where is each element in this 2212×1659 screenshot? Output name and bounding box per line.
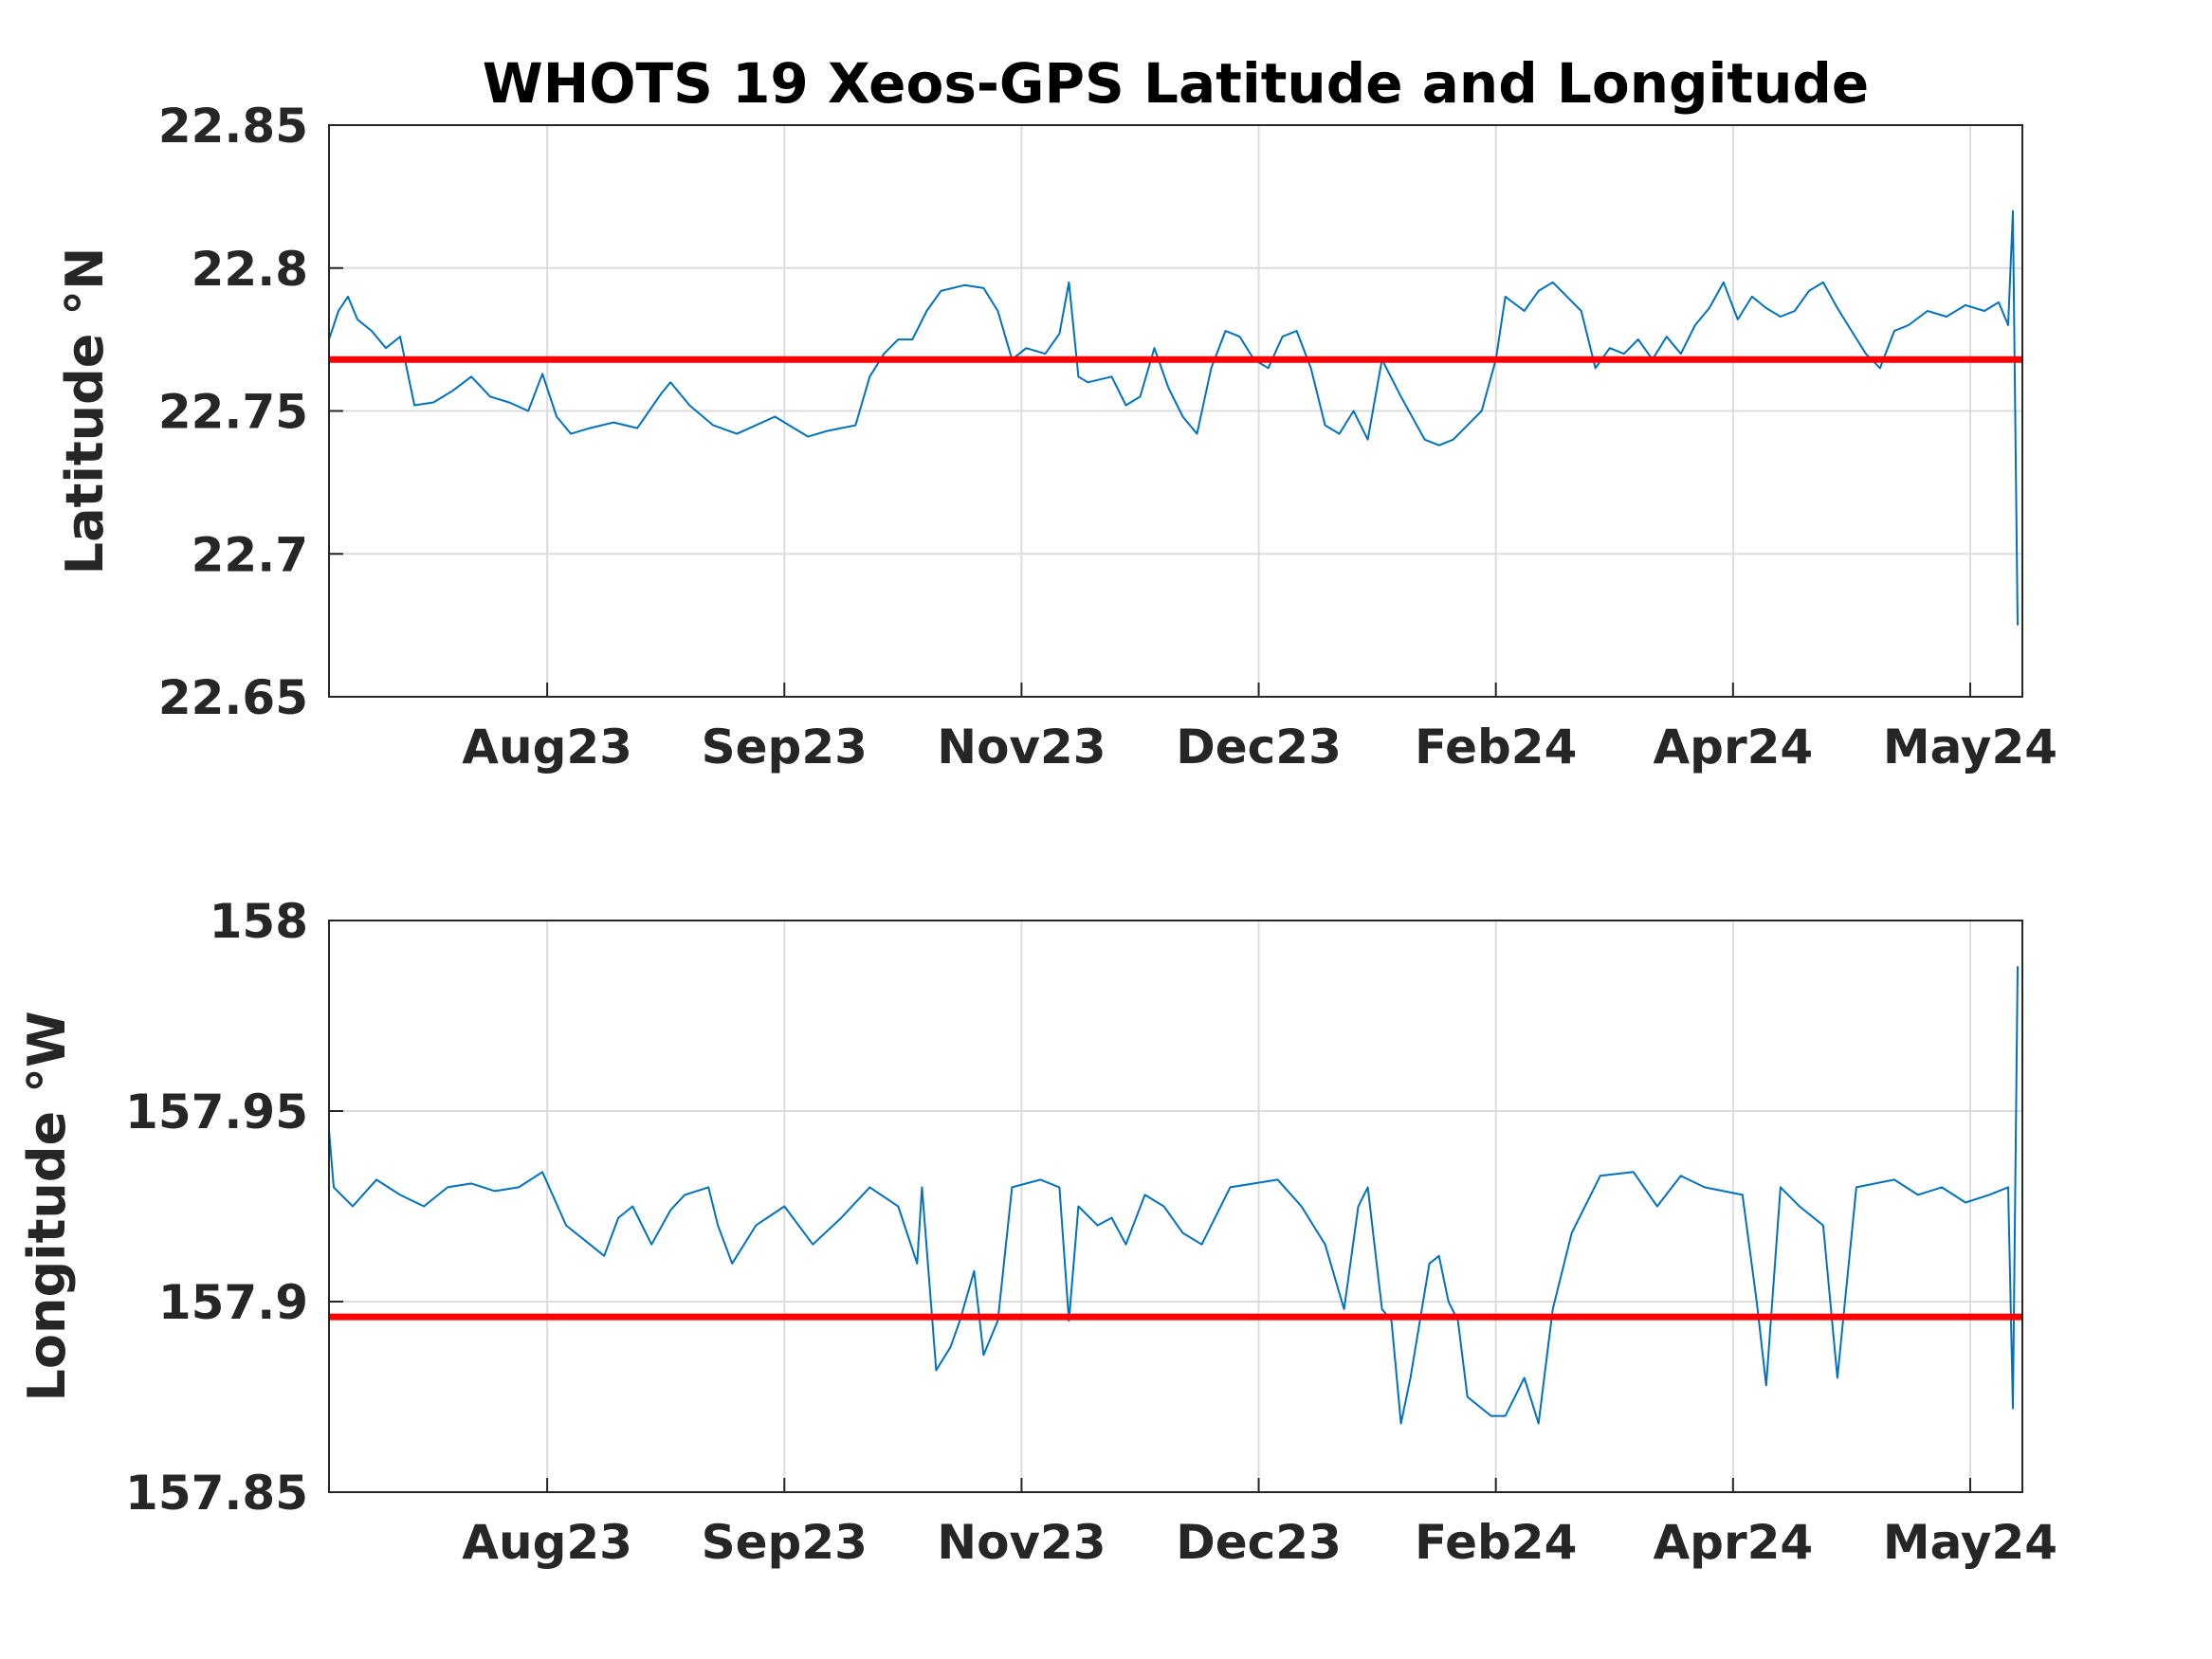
x-tick-label: May24 xyxy=(1883,720,2057,775)
y-tick-label: 157.9 xyxy=(158,1275,308,1330)
data-line xyxy=(328,966,2019,1425)
x-tick-label: Aug23 xyxy=(462,1515,632,1570)
y-tick-label: 22.75 xyxy=(158,385,308,440)
x-tick-label: Apr24 xyxy=(1653,1515,1813,1570)
x-tick-label: Nov23 xyxy=(937,720,1106,775)
y-tick-label: 22.65 xyxy=(158,670,308,725)
x-tick-label: Dec23 xyxy=(1176,1515,1342,1570)
y-tick-label: 157.95 xyxy=(125,1085,308,1139)
axes-box xyxy=(328,920,2023,1493)
x-tick-label: Nov23 xyxy=(937,1515,1106,1570)
plot-area xyxy=(329,921,2022,1492)
x-tick-label: Sep23 xyxy=(702,1515,868,1570)
y-axis-label: Latitude °N xyxy=(55,247,115,575)
x-tick-label: Feb24 xyxy=(1415,1515,1577,1570)
x-tick-label: Apr24 xyxy=(1653,720,1813,775)
y-tick-label: 22.85 xyxy=(158,99,308,154)
y-tick-label: 157.85 xyxy=(125,1466,308,1521)
y-tick-label: 22.8 xyxy=(192,242,308,297)
x-tick-label: Aug23 xyxy=(462,720,632,775)
y-tick-label: 22.7 xyxy=(192,527,308,582)
y-tick-label: 158 xyxy=(210,894,308,949)
x-tick-label: Feb24 xyxy=(1415,720,1577,775)
data-line xyxy=(328,210,2019,626)
x-tick-label: May24 xyxy=(1883,1515,2057,1570)
x-tick-label: Dec23 xyxy=(1176,720,1342,775)
x-tick-label: Sep23 xyxy=(702,720,868,775)
y-axis-label: Longitude °W xyxy=(17,1011,77,1401)
figure-title: WHOTS 19 Xeos-GPS Latitude and Longitude xyxy=(483,51,1870,116)
axes-box xyxy=(328,124,2023,698)
